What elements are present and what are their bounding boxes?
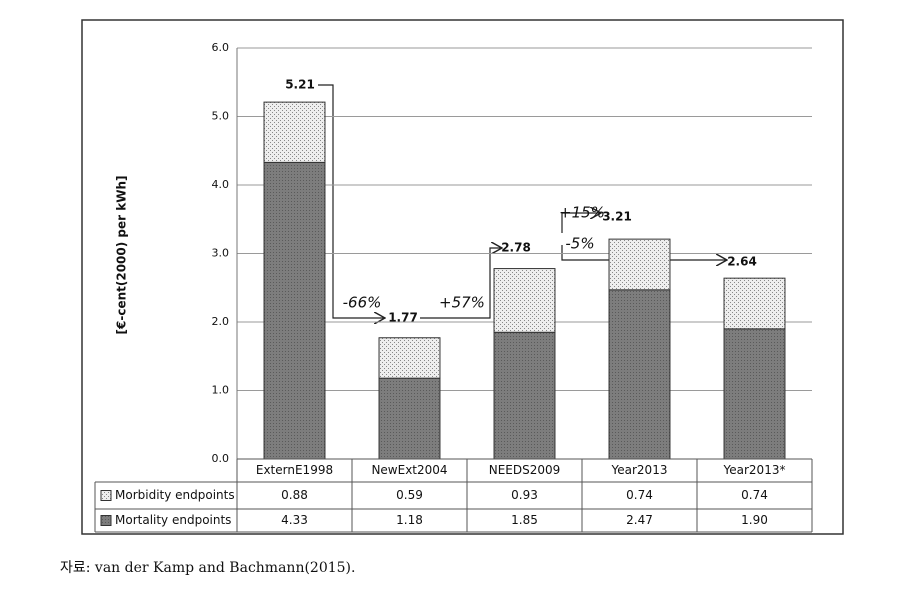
table-value: 0.74 [626, 488, 653, 502]
y-tick-label: 4.0 [212, 178, 230, 191]
y-axis-label: [€-cent(2000) per kWh] [115, 176, 129, 335]
bar-segment [723, 277, 786, 330]
x-tick-label: NewExt2004 [371, 463, 447, 477]
legend-label: Mortality endpoints [115, 513, 231, 527]
table-value: 1.18 [396, 513, 423, 527]
chart-frame [81, 19, 844, 535]
bar-segment [263, 161, 326, 460]
x-tick-label: NEEDS2009 [489, 463, 561, 477]
annotation: -66% [343, 294, 382, 312]
bar-segment [493, 268, 556, 333]
y-tick-label: 0.0 [212, 452, 230, 465]
y-tick-label: 2.0 [212, 315, 230, 328]
y-tick-label: 6.0 [212, 41, 230, 54]
y-tick-label: 1.0 [212, 384, 230, 397]
data-table [94, 458, 813, 533]
arrows [318, 84, 727, 318]
x-tick-label: Year2013 [611, 463, 668, 477]
table-value: 4.33 [281, 513, 308, 527]
legend-label: Morbidity endpoints [115, 488, 235, 502]
table-value: 2.47 [626, 513, 653, 527]
total-label: 5.21 [285, 78, 315, 92]
total-label: 2.64 [727, 255, 757, 269]
bar-segment [608, 238, 671, 291]
legend-swatch [100, 515, 112, 526]
x-tick-label: Year2013* [723, 463, 786, 477]
bar-segment [378, 337, 441, 379]
total-label: 3.21 [602, 210, 632, 224]
annotation: +57% [439, 294, 485, 312]
total-label: 1.77 [388, 311, 418, 325]
annotation: -5% [565, 235, 594, 253]
table-value: 0.74 [741, 488, 768, 502]
table-value: 1.85 [511, 513, 538, 527]
y-tick-label: 5.0 [212, 110, 230, 123]
legend-swatch [100, 490, 112, 501]
bar-segment [263, 101, 326, 163]
table-value: 1.90 [741, 513, 768, 527]
caption: 자료: van der Kamp and Bachmann(2015). [60, 560, 355, 576]
bar-segment [378, 377, 441, 460]
y-tick-label: 3.0 [212, 247, 230, 260]
total-label: 2.78 [501, 241, 531, 255]
table-value: 0.88 [281, 488, 308, 502]
x-tick-label: ExternE1998 [256, 463, 333, 477]
bar-segment [493, 331, 556, 460]
table-value: 0.59 [396, 488, 423, 502]
bar-segment [608, 289, 671, 460]
table-value: 0.93 [511, 488, 538, 502]
bar-segment [723, 328, 786, 460]
annotation: +15% [559, 204, 605, 222]
